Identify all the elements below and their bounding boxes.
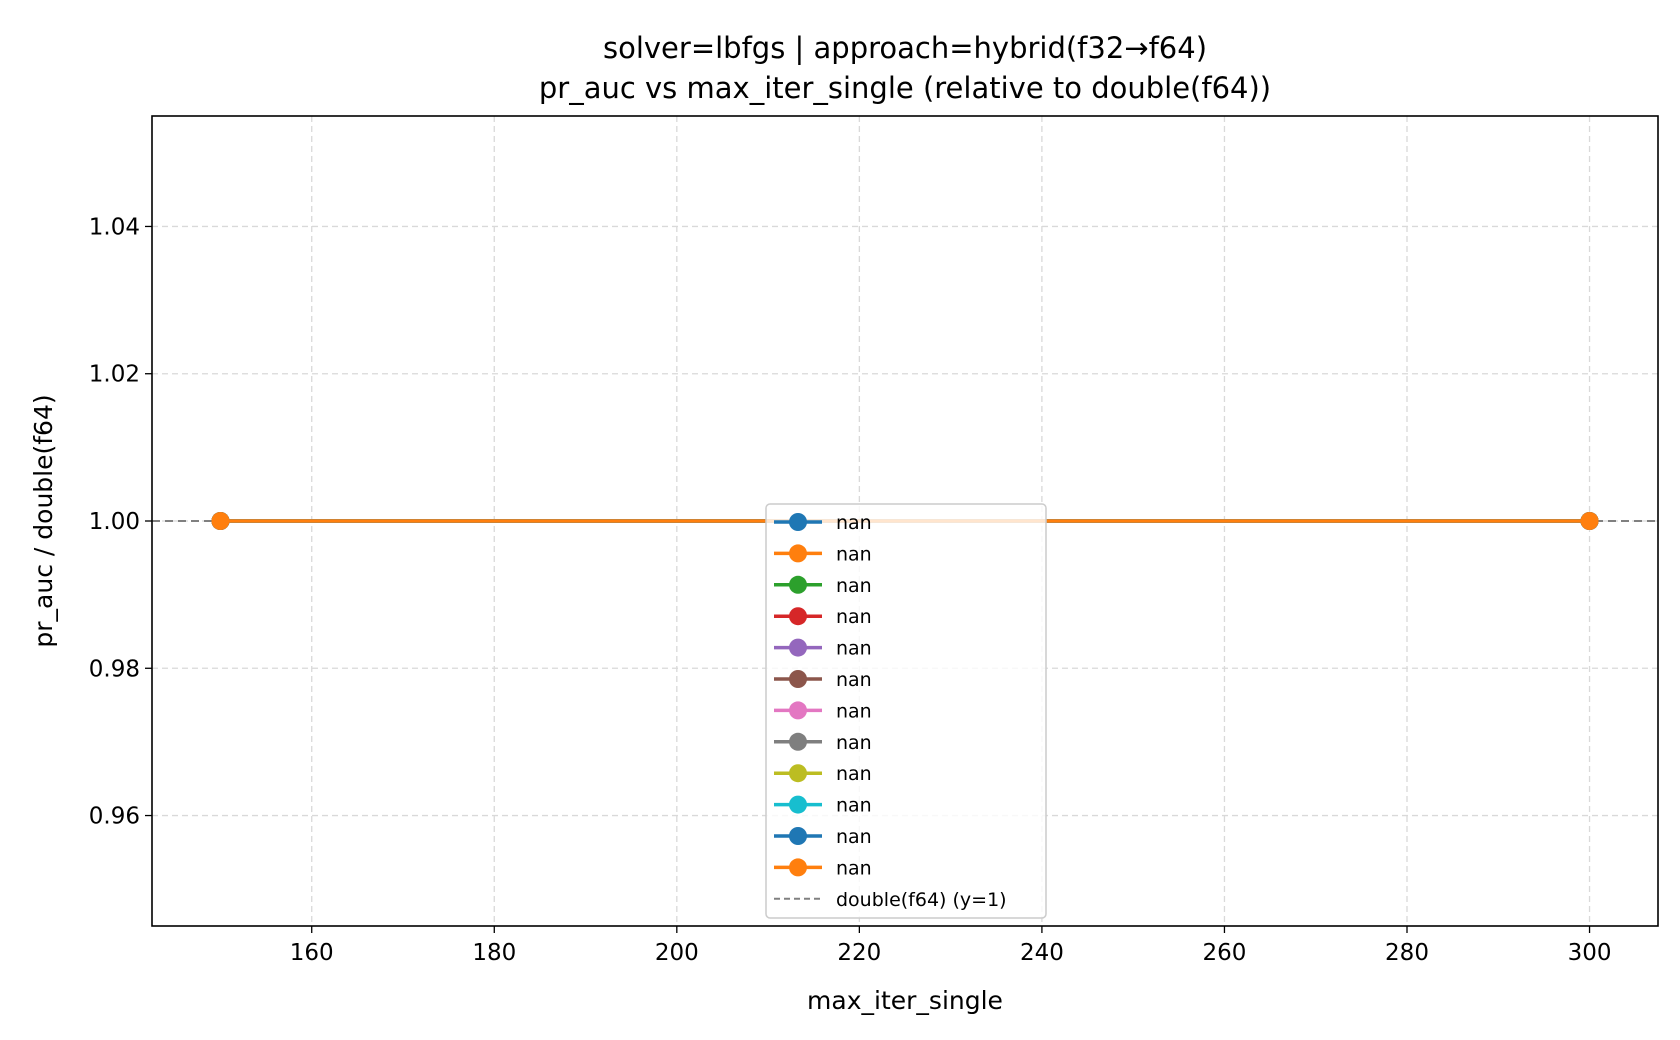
x-tick-label: 260	[1203, 940, 1247, 966]
y-axis-label: pr_auc / double(f64)	[29, 394, 58, 647]
data-point	[1580, 512, 1599, 530]
legend-label: nan	[836, 763, 872, 785]
legend-label: nan	[836, 700, 872, 722]
legend-marker	[789, 764, 807, 783]
legend-label: nan	[836, 857, 872, 879]
legend-item: nan	[774, 512, 872, 534]
y-tick-label: 0.96	[89, 804, 140, 830]
legend-box	[765, 503, 1047, 919]
x-axis-ticks: 160 180 200 220 240 260 280 300	[290, 926, 1612, 966]
x-tick-label: 200	[655, 940, 699, 966]
legend-item: nan	[774, 638, 872, 660]
x-tick-label: 300	[1568, 940, 1612, 966]
x-tick-label: 280	[1385, 940, 1429, 966]
chart-title-line2: pr_auc vs max_iter_single (relative to d…	[539, 71, 1271, 105]
legend-marker	[789, 513, 807, 531]
legend-label: nan	[836, 512, 872, 534]
legend: nan nan nan nan nan nan nan nan nan nan nan nan doub…	[765, 503, 1047, 919]
x-tick-label: 220	[837, 940, 881, 966]
legend-label: nan	[836, 638, 872, 660]
legend-label: nan	[836, 669, 872, 691]
legend-marker	[789, 638, 807, 657]
legend-label: nan	[836, 606, 872, 628]
x-tick-label: 160	[290, 940, 334, 966]
data-point	[211, 512, 230, 530]
x-tick-label: 240	[1020, 940, 1064, 966]
legend-label: double(f64) (y=1)	[836, 889, 1007, 911]
legend-item: nan	[774, 575, 872, 597]
legend-marker	[789, 575, 807, 594]
y-tick-label: 1.02	[89, 362, 140, 388]
x-axis-label: max_iter_single	[807, 986, 1003, 1015]
legend-item: double(f64) (y=1)	[774, 889, 1007, 911]
legend-item: nan	[774, 826, 872, 848]
chart-title-line1: solver=lbfgs | approach=hybrid(f32→f64)	[603, 31, 1207, 65]
y-tick-label: 0.98	[89, 656, 140, 682]
legend-item: nan	[774, 732, 872, 754]
legend-item: nan	[774, 669, 872, 691]
legend-label: nan	[836, 732, 872, 754]
y-tick-label: 1.04	[89, 214, 140, 240]
legend-marker	[789, 607, 807, 626]
legend-item: nan	[774, 700, 872, 722]
legend-marker	[789, 732, 807, 751]
legend-item: nan	[774, 795, 872, 817]
legend-marker	[789, 858, 807, 877]
y-axis-ticks: 0.96 0.98 1.00 1.02 1.04	[89, 214, 152, 830]
legend-label: nan	[836, 795, 872, 817]
legend-item: nan	[774, 543, 872, 565]
y-tick-label: 1.00	[89, 509, 140, 535]
legend-marker	[789, 670, 807, 688]
legend-marker	[789, 701, 807, 720]
legend-marker	[789, 544, 807, 563]
legend-label: nan	[836, 826, 872, 848]
legend-item: nan	[774, 763, 872, 785]
legend-item: nan	[774, 606, 872, 628]
legend-label: nan	[836, 543, 872, 565]
legend-marker	[789, 795, 807, 814]
legend-marker	[789, 827, 807, 845]
legend-label: nan	[836, 575, 872, 597]
legend-item: nan	[774, 857, 872, 879]
x-tick-label: 180	[472, 940, 516, 966]
